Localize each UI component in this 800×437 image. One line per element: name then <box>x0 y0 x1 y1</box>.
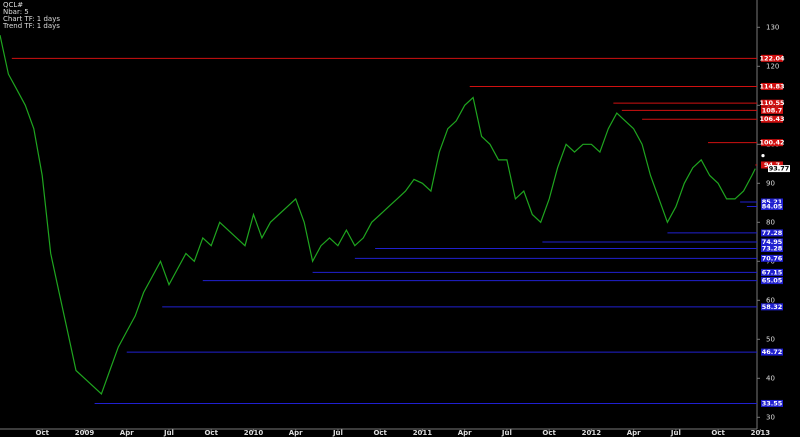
level-label-box <box>761 203 783 211</box>
level-label: 84.05 <box>762 203 783 211</box>
level-label-box <box>761 303 783 311</box>
last-price-label: 93.77 <box>769 165 790 173</box>
level-label-box <box>761 139 783 147</box>
level-label: 46.72 <box>762 348 783 356</box>
level-label: 65.05 <box>762 277 783 285</box>
level-label: 108.7 <box>762 106 783 114</box>
x-tick-label: Jul <box>501 429 512 437</box>
level-label: 77.28 <box>762 229 783 237</box>
level-label: 33.55 <box>762 399 783 407</box>
y-tick-label: 130 <box>766 23 779 31</box>
level-label-box <box>761 254 783 262</box>
level-label: 100.42 <box>759 139 784 147</box>
x-tick-label: 2009 <box>75 429 95 437</box>
level-label: 73.28 <box>762 245 783 253</box>
level-label-box <box>761 161 783 169</box>
x-tick-label: Apr <box>289 429 303 437</box>
info-line: Trend TF: 1 days <box>2 22 60 30</box>
x-tick-label: Jul <box>163 429 174 437</box>
level-label-box <box>761 115 783 123</box>
level-label: 94.7 <box>764 161 780 169</box>
x-tick-label: Apr <box>627 429 641 437</box>
x-tick-label: 2013 <box>751 429 771 437</box>
y-tick-label: 80 <box>766 218 775 226</box>
last-price-marker <box>761 153 765 158</box>
level-label-box <box>761 106 783 114</box>
x-tick-label: Jul <box>670 429 681 437</box>
x-tick-label: 2010 <box>244 429 264 437</box>
level-label: 74.95 <box>762 238 783 246</box>
level-label: 110.55 <box>759 99 785 107</box>
level-label-box <box>761 277 783 285</box>
level-label-box <box>761 82 783 90</box>
y-tick-label: 40 <box>766 374 775 382</box>
y-tick-label: 50 <box>766 335 775 343</box>
y-tick-label: 120 <box>766 62 779 70</box>
x-tick-label: Oct <box>542 429 556 437</box>
level-label: 85.21 <box>762 198 783 206</box>
level-label: 106.43 <box>759 115 784 123</box>
x-tick-label: Oct <box>373 429 387 437</box>
info-line: Nbar: 5 <box>3 8 29 16</box>
level-label: 70.76 <box>762 254 783 262</box>
y-tick-label: 30 <box>766 413 775 421</box>
level-label-box <box>761 229 783 237</box>
x-tick-label: Apr <box>120 429 134 437</box>
level-label: 114.83 <box>759 82 784 90</box>
x-tick-label: Jul <box>332 429 343 437</box>
x-tick-label: Oct <box>204 429 218 437</box>
level-label-box <box>761 238 783 246</box>
info-line: Chart TF: 1 days <box>3 15 60 23</box>
x-tick-label: Oct <box>36 429 50 437</box>
x-tick-label: 2011 <box>413 429 433 437</box>
level-label-box <box>761 99 783 107</box>
y-tick-label: 60 <box>766 296 775 304</box>
x-tick-label: Apr <box>458 429 472 437</box>
level-label: 58.32 <box>762 303 783 311</box>
level-label: 122.04 <box>759 54 785 62</box>
level-label-box <box>761 245 783 253</box>
x-tick-label: 2012 <box>582 429 602 437</box>
info-line: QCL# <box>3 1 23 9</box>
level-label-box <box>761 54 783 62</box>
price-line <box>0 34 756 395</box>
y-tick-label: 90 <box>766 179 775 187</box>
level-label-box <box>761 198 783 206</box>
level-label-box <box>761 268 783 276</box>
level-label-box <box>761 399 783 407</box>
level-label: 67.15 <box>762 268 783 276</box>
level-label-box <box>761 348 783 356</box>
last-price-box <box>768 165 790 173</box>
x-tick-label: Oct <box>711 429 725 437</box>
